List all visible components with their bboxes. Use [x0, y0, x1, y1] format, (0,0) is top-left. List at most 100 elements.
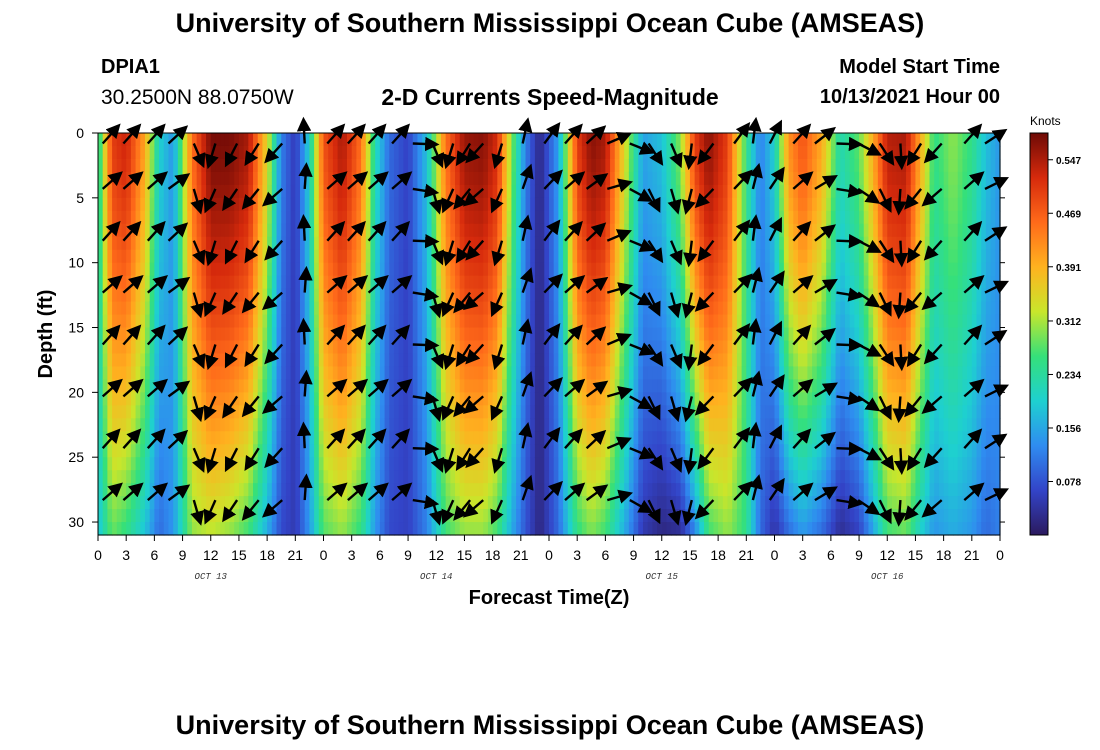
- heatmap-cell: [610, 249, 616, 264]
- heatmap-cell: [473, 340, 480, 355]
- heatmap-cell: [417, 509, 423, 523]
- heatmap-cell: [309, 366, 315, 380]
- heatmap-cell: [830, 327, 837, 342]
- heatmap-cell: [300, 470, 306, 484]
- heatmap-cell: [581, 444, 588, 458]
- heatmap-cell: [549, 301, 555, 316]
- heatmap-cell: [483, 509, 489, 523]
- heatmap-cell: [440, 249, 447, 264]
- heatmap-cell: [126, 522, 132, 536]
- heatmap-cell: [285, 301, 292, 316]
- heatmap-cell: [821, 392, 827, 406]
- heatmap-cell: [765, 197, 771, 212]
- heatmap-cell: [159, 470, 165, 484]
- heatmap-cell: [102, 483, 108, 497]
- heatmap-cell: [130, 133, 137, 147]
- heatmap-cell: [201, 444, 207, 458]
- heatmap-cell: [112, 210, 118, 225]
- heatmap-cell: [511, 145, 517, 160]
- heatmap-cell: [130, 314, 137, 329]
- heatmap-cell: [318, 444, 325, 458]
- heatmap-cell: [685, 223, 691, 238]
- heatmap-cell: [830, 366, 837, 380]
- heatmap-cell: [755, 133, 762, 147]
- heatmap-cell: [107, 366, 113, 380]
- heatmap-cell: [633, 275, 639, 290]
- heatmap-cell: [112, 340, 118, 355]
- heatmap-cell: [779, 340, 785, 355]
- heatmap-cell: [196, 223, 202, 238]
- heatmap-cell: [553, 444, 559, 458]
- heatmap-cell: [666, 522, 672, 536]
- heatmap-cell: [638, 405, 644, 419]
- heatmap-cell: [140, 197, 146, 212]
- heatmap-cell: [271, 327, 278, 342]
- heatmap-cell: [516, 327, 522, 342]
- heatmap-cell: [793, 353, 799, 368]
- heatmap-cell: [544, 366, 550, 380]
- heatmap-cell: [718, 301, 724, 316]
- heatmap-cell: [201, 145, 207, 160]
- heatmap-cell: [116, 340, 123, 355]
- heatmap-cell: [187, 340, 193, 355]
- heatmap-cell: [741, 158, 747, 173]
- heatmap-cell: [253, 314, 259, 329]
- heatmap-cell: [342, 509, 348, 523]
- heatmap-cell: [135, 184, 141, 199]
- heatmap-cell: [130, 301, 137, 316]
- heatmap-cell: [445, 236, 451, 251]
- heatmap-cell: [591, 236, 597, 251]
- heatmap-cell: [563, 301, 569, 316]
- heatmap-cell: [732, 275, 738, 290]
- heatmap-cell: [816, 158, 823, 173]
- heatmap-cell: [774, 197, 780, 212]
- heatmap-cell: [520, 353, 527, 368]
- heatmap-cell: [445, 262, 451, 277]
- heatmap-cell: [398, 288, 404, 303]
- heatmap-cell: [112, 496, 118, 510]
- heatmap-cell: [328, 483, 334, 497]
- heatmap-cell: [116, 314, 123, 329]
- heatmap-cell: [497, 223, 503, 238]
- heatmap-cell: [760, 444, 766, 458]
- heatmap-cell: [525, 457, 531, 471]
- heatmap-cell: [98, 483, 104, 497]
- heatmap-cell: [450, 145, 456, 160]
- heatmap-cell: [323, 158, 329, 173]
- heatmap-cell: [567, 158, 574, 173]
- heatmap-cell: [797, 301, 804, 316]
- heatmap-cell: [657, 496, 663, 510]
- heatmap-cell: [144, 133, 151, 147]
- heatmap-cell: [243, 327, 249, 342]
- heatmap-cell: [309, 483, 315, 497]
- heatmap-cell: [220, 275, 226, 290]
- heatmap-cell: [534, 184, 541, 199]
- heatmap-cell: [736, 249, 743, 264]
- heatmap-cell: [769, 509, 776, 523]
- heatmap-cell: [586, 314, 592, 329]
- heatmap-cell: [159, 457, 165, 471]
- heatmap-cell: [309, 184, 315, 199]
- heatmap-cell: [591, 301, 597, 316]
- heatmap-cell: [262, 275, 268, 290]
- heatmap-cell: [295, 236, 301, 251]
- heatmap-cell: [408, 275, 414, 290]
- heatmap-cell: [572, 236, 578, 251]
- heatmap-cell: [98, 249, 104, 264]
- heatmap-cell: [309, 405, 315, 419]
- heatmap-cell: [229, 275, 235, 290]
- heatmap-cell: [220, 236, 226, 251]
- heatmap-cell: [487, 171, 494, 186]
- heatmap-cell: [722, 405, 729, 419]
- heatmap-cell: [98, 392, 104, 406]
- heatmap-cell: [403, 314, 409, 329]
- heatmap-cell: [135, 133, 141, 147]
- heatmap-cell: [102, 405, 108, 419]
- heatmap-cell: [746, 262, 752, 277]
- heatmap-cell: [765, 509, 771, 523]
- heatmap-cell: [126, 366, 132, 380]
- heatmap-cell: [98, 184, 104, 199]
- heatmap-cell: [680, 470, 686, 484]
- heatmap-cell: [224, 431, 231, 445]
- heatmap-cell: [783, 405, 790, 419]
